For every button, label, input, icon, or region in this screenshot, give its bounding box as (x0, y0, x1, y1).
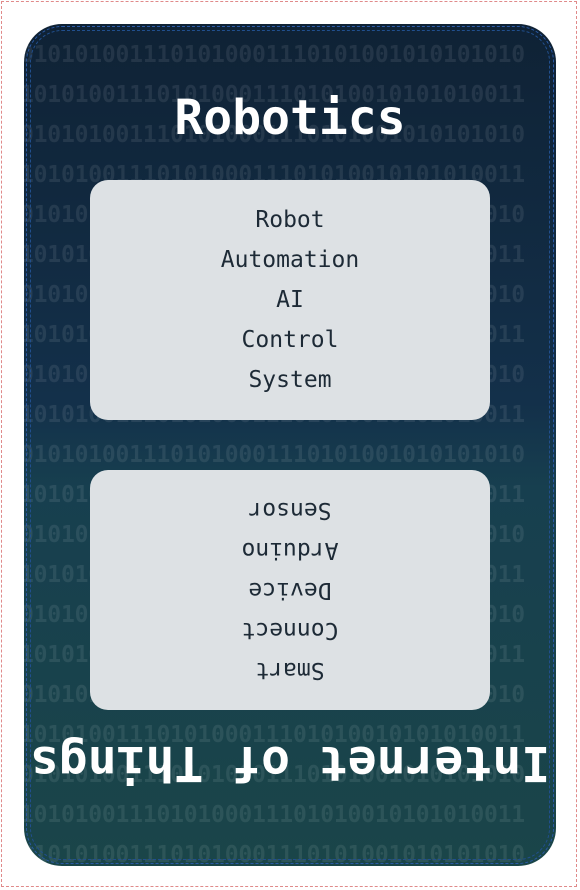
robotics-title: Robotics (174, 90, 406, 146)
iot-panel: Smart Connect Device Arduino Sensor (90, 470, 490, 710)
robotics-item: System (248, 367, 332, 393)
binary-row: 0101010011101010001110101001010101010 (24, 122, 525, 148)
binary-row: 1010100111010100011101010010101010011 (24, 82, 525, 108)
robotics-item: Automation (220, 247, 360, 273)
robotics-item: Robot (255, 207, 325, 233)
binary-row: 1010100111010100011101010010101010011 (24, 802, 525, 828)
robotics-item: AI (276, 287, 304, 313)
iot-item: Sensor (248, 497, 332, 523)
binary-row: 0101010011101010001110101001010101010 (24, 842, 525, 866)
binary-row: 0101010011101010001110101001010101010 (24, 42, 525, 68)
iot-item: Device (248, 577, 332, 603)
binary-row: 1010100111010100011101010010101010011 (24, 722, 525, 748)
iot-title: Internet of Things (29, 735, 551, 791)
iot-item: Smart (255, 657, 325, 683)
binary-row: 0101010011101010001110101001010101010 (24, 762, 525, 788)
iot-item: Connect (241, 617, 339, 643)
robotics-panel: Robot Automation AI Control System (90, 180, 490, 420)
robotics-item: Control (241, 327, 339, 353)
binary-row: 0101010011101010001110101001010101010 (24, 442, 525, 468)
iot-item: Arduino (241, 537, 339, 563)
